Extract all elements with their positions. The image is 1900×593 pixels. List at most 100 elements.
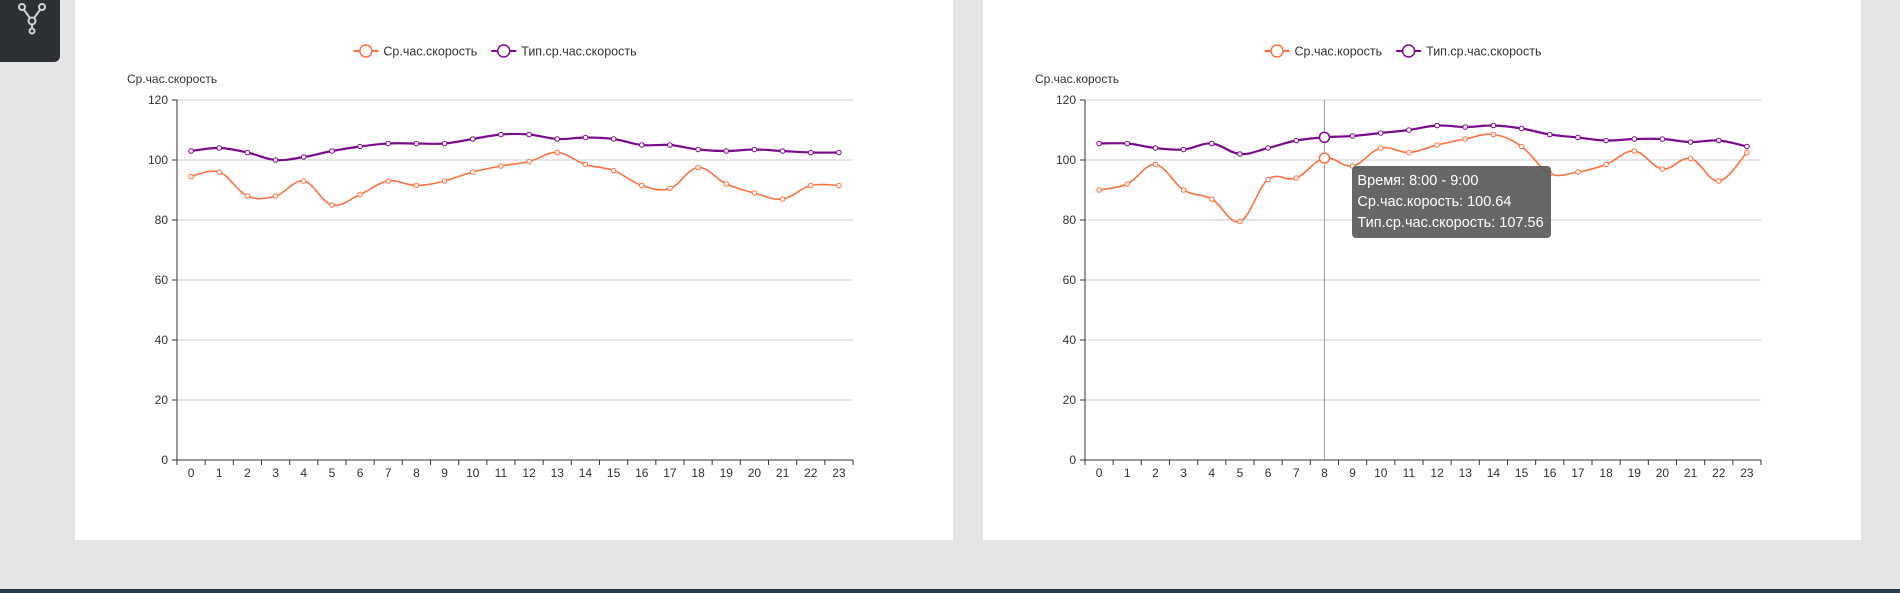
x-tick-label: 15 (1515, 466, 1529, 480)
legend-item: Ср.час.скорость (353, 44, 477, 59)
data-point (1096, 140, 1102, 147)
x-tick-label: 0 (1096, 466, 1103, 480)
data-point (1293, 137, 1300, 144)
data-point (1406, 127, 1412, 133)
x-tick-label: 16 (1543, 466, 1557, 480)
data-point (300, 178, 307, 184)
x-tick-label: 6 (357, 466, 364, 480)
data-point (723, 148, 730, 154)
tooltip-typical-speed: Тип.ср.час.скорость: 107.56 (1357, 215, 1544, 232)
data-point (1715, 178, 1722, 184)
data-point (1180, 146, 1187, 153)
data-point (1518, 125, 1525, 132)
data-point (1237, 218, 1243, 225)
y-tick-label: 0 (161, 453, 168, 467)
data-point (1124, 140, 1131, 147)
x-tick-label: 2 (1152, 466, 1159, 480)
data-point (1180, 187, 1187, 193)
x-tick-label: 8 (413, 466, 420, 480)
legend: Ср.час.корость Тип.ср.час.скорость (1264, 44, 1541, 59)
y-tick-label: 60 (155, 273, 169, 287)
x-tick-label: 20 (1656, 466, 1670, 480)
tooltip-time: Время: 8:00 - 9:00 (1357, 173, 1479, 190)
data-point (1208, 140, 1215, 147)
tooltip-avg-speed: Ср.час.корость: 100.64 (1357, 194, 1512, 211)
data-point (216, 169, 223, 175)
data-point (638, 182, 645, 189)
data-point (441, 178, 448, 184)
data-point (695, 164, 701, 171)
x-tick-label: 17 (663, 466, 677, 480)
x-tick-label: 9 (1349, 466, 1356, 480)
data-point (836, 149, 842, 156)
x-tick-label: 23 (832, 466, 846, 480)
legend-marker (496, 44, 511, 58)
data-point (216, 145, 223, 151)
chart-panel-left: 0 20 40 60 80 100 120 0 1 2 3 4 5 6 7 8 9 10 11 12 13 14 15 16 1… (75, 0, 953, 540)
data-point (441, 140, 448, 147)
x-tick-label: 0 (188, 466, 195, 480)
data-point (1490, 131, 1497, 138)
y-tick-label: 20 (155, 393, 169, 407)
data-point (1490, 122, 1497, 129)
legend-label: Ср.час.скорость (383, 45, 477, 59)
data-point (1318, 131, 1331, 144)
data-point (779, 196, 786, 202)
x-tick-label: 2 (244, 466, 251, 480)
data-point (329, 148, 335, 154)
data-point (1462, 124, 1469, 130)
data-point (582, 161, 589, 168)
data-point (1096, 187, 1102, 193)
data-point (1462, 136, 1469, 142)
legend-item: Тип.ср.час.скорость (1396, 44, 1541, 59)
data-point (1659, 166, 1666, 172)
x-tick-label: 21 (1684, 466, 1698, 480)
legend-label: Тип.ср.час.скорость (1426, 45, 1541, 59)
data-point (1434, 142, 1440, 148)
data-point (385, 140, 392, 147)
x-tick-label: 11 (1403, 466, 1416, 480)
data-point (498, 163, 504, 169)
data-point (836, 182, 842, 189)
y-tick-label: 20 (1063, 393, 1077, 407)
data-point (300, 154, 307, 160)
data-point (1659, 136, 1666, 142)
data-point (526, 158, 532, 165)
legend-label: Тип.ср.час.скорость (521, 45, 636, 59)
data-point (357, 191, 363, 198)
data-point (1152, 161, 1159, 168)
series-line (190, 132, 839, 162)
x-tick-label: 5 (329, 466, 336, 480)
data-point (1349, 133, 1356, 139)
data-point (357, 143, 363, 150)
x-tick-label: 13 (551, 466, 565, 480)
data-point (807, 182, 814, 189)
x-tick-label: 8 (1321, 466, 1328, 480)
y-tick-label: 100 (1056, 153, 1076, 167)
data-point (554, 149, 561, 156)
legend-item: Тип.ср.час.скорость (491, 44, 637, 59)
data-point (413, 182, 420, 189)
x-tick-label: 6 (1265, 466, 1272, 480)
data-point (1152, 145, 1159, 151)
x-tick-label: 14 (579, 466, 593, 480)
y-tick-label: 80 (155, 213, 169, 227)
data-point (1687, 155, 1694, 162)
x-tick-label: 12 (522, 466, 536, 480)
data-point (554, 136, 561, 142)
data-point (779, 148, 786, 154)
data-point (469, 169, 476, 175)
data-point (667, 185, 673, 192)
graph-menu-button[interactable] (0, 0, 60, 62)
data-point (610, 136, 617, 142)
x-tick-label: 22 (1712, 466, 1726, 480)
data-point (329, 202, 335, 208)
x-tick-label: 11 (495, 466, 508, 480)
data-point (498, 131, 504, 138)
data-point (807, 149, 814, 156)
x-tick-label: 19 (720, 466, 734, 480)
data-point (1237, 151, 1243, 157)
x-tick-label: 3 (1180, 466, 1187, 480)
legend-marker (359, 44, 373, 58)
